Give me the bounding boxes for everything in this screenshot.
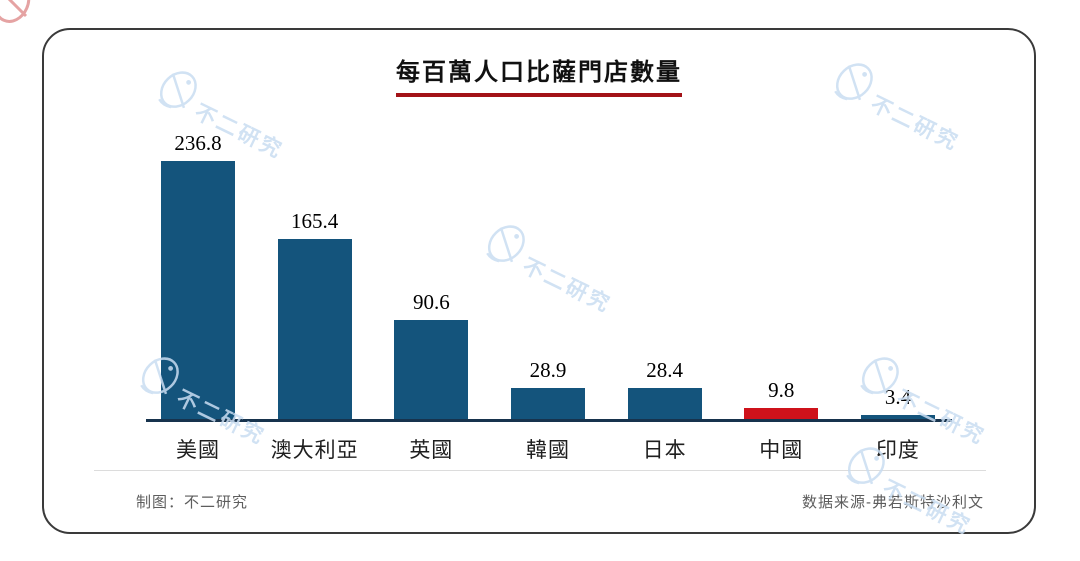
bar-column: 28.4	[609, 358, 721, 419]
bar-column: 28.9	[492, 358, 604, 419]
bar-column: 90.6	[375, 290, 487, 419]
bar	[510, 388, 585, 419]
footer-credit: 制图：不二研究	[136, 494, 249, 511]
category-label: 韓國	[525, 439, 570, 462]
bar	[744, 408, 819, 419]
bar-value-label: 9.8	[768, 378, 795, 402]
bar	[860, 415, 935, 419]
bar-value-label: 236.8	[174, 131, 222, 155]
chart-card: 每百萬人口比薩門店數量 236.8 165.4 90.6 28.9 28.4 9.8 3.4…	[42, 28, 1036, 534]
bar-value-label: 3.4	[884, 385, 912, 409]
category-label: 澳大利亞	[270, 439, 359, 462]
footer-divider	[94, 470, 986, 471]
category-label: 英國	[409, 439, 454, 462]
bar-column: 9.8	[725, 378, 837, 419]
bar-column: 236.8	[142, 131, 254, 419]
category-labels-row: 美國 澳大利亞 英國 韓國 日本 中國 印度	[142, 434, 954, 464]
bar-column: 3.4	[842, 385, 954, 419]
bar-column: 165.4	[259, 209, 371, 419]
bar	[277, 239, 352, 419]
bar	[161, 161, 235, 419]
x-axis-line	[146, 419, 952, 422]
chart-footer: 制图：不二研究 数据来源-弗若斯特沙利文	[44, 470, 1034, 512]
category-label: 印度	[875, 439, 920, 462]
bar	[394, 320, 469, 419]
category-label: 日本	[642, 439, 687, 462]
corner-stamp-icon	[0, 0, 31, 23]
bar-value-label: 28.4	[646, 358, 683, 382]
category-label: 美國	[176, 439, 220, 462]
bars-row: 236.8 165.4 90.6 28.9 28.4 9.8 3.4	[142, 123, 954, 419]
category-label: 中國	[759, 439, 804, 462]
footer-source: 数据来源-弗若斯特沙利文	[802, 494, 984, 511]
bar	[627, 388, 702, 419]
bar-value-label: 90.6	[412, 290, 450, 314]
bar-value-label: 165.4	[291, 209, 339, 233]
chart-title: 每百萬人口比薩門店數量	[396, 52, 682, 97]
chart-header: 每百萬人口比薩門店數量	[44, 52, 1034, 97]
bar-value-label: 28.9	[529, 358, 567, 382]
